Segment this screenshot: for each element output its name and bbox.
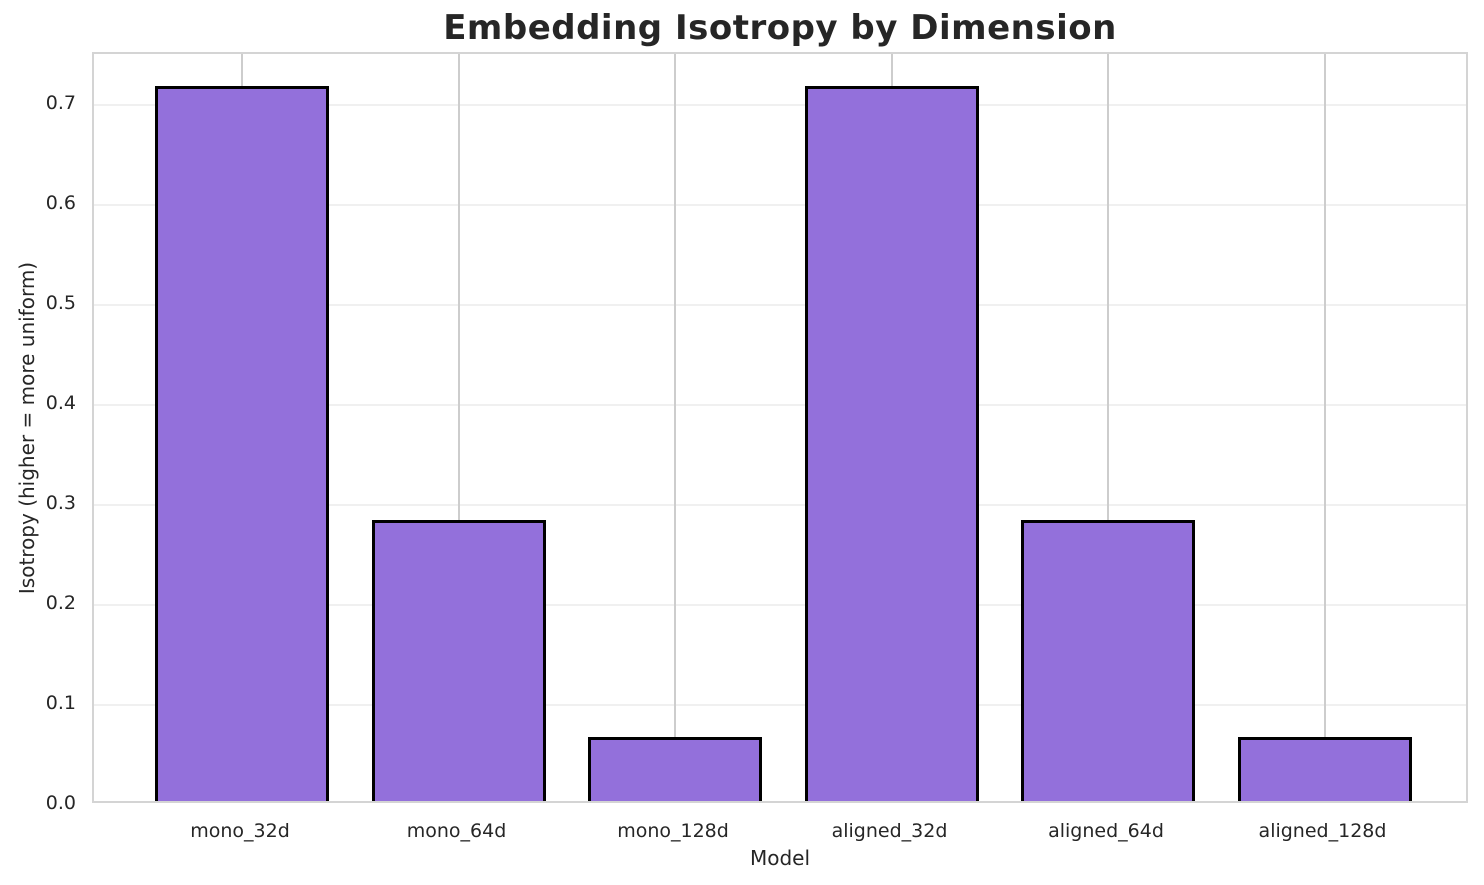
x-tick-label-mono_128d: mono_128d <box>617 820 729 842</box>
y-tick-label: 0.4 <box>45 392 76 414</box>
gridline-vertical <box>1323 54 1326 801</box>
bar-aligned_64d <box>1021 520 1195 801</box>
y-tick-label: 0.2 <box>45 592 76 614</box>
gridline-vertical <box>674 54 676 801</box>
bar-mono_128d <box>588 737 762 801</box>
chart-title: Embedding Isotropy by Dimension <box>443 8 1117 48</box>
y-tick-label: 0.6 <box>45 192 76 214</box>
y-tick-label: 0.0 <box>45 792 76 814</box>
y-tick-label: 0.5 <box>45 292 76 314</box>
bar-aligned_128d <box>1237 737 1412 801</box>
gridline-vertical <box>457 54 460 801</box>
x-tick-label-aligned_32d: aligned_32d <box>831 820 948 842</box>
gridline-horizontal <box>94 504 1466 506</box>
x-tick-label-mono_32d: mono_32d <box>190 820 290 842</box>
gridline-horizontal <box>94 104 1466 106</box>
y-tick-label: 0.1 <box>45 692 76 714</box>
x-tick-label-mono_64d: mono_64d <box>406 820 507 842</box>
x-axis-label: Model <box>749 846 811 870</box>
gridline-horizontal <box>94 404 1466 406</box>
gridline-vertical <box>1107 54 1109 801</box>
gridline-horizontal <box>94 704 1466 706</box>
x-tick-label-aligned_128d: aligned_128d <box>1258 820 1387 842</box>
bar-aligned_32d <box>804 86 979 801</box>
gridline-horizontal <box>94 204 1466 206</box>
plot-area <box>92 52 1468 803</box>
y-tick-label: 0.3 <box>45 492 76 514</box>
y-tick-label: 0.7 <box>45 92 76 114</box>
gridline-horizontal <box>94 604 1466 606</box>
bar-mono_32d <box>155 86 329 801</box>
gridline-horizontal <box>94 304 1466 306</box>
bar-mono_64d <box>371 520 546 801</box>
x-tick-label-aligned_64d: aligned_64d <box>1048 820 1164 842</box>
